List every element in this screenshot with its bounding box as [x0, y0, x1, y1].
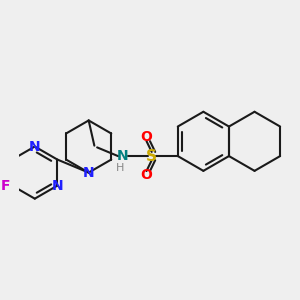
Text: O: O [141, 168, 152, 182]
Text: N: N [83, 166, 94, 180]
Text: N: N [29, 140, 40, 154]
Text: S: S [146, 148, 157, 164]
Text: H: H [116, 163, 124, 173]
Text: O: O [141, 130, 152, 144]
Text: F: F [1, 178, 10, 193]
Text: N: N [116, 149, 128, 163]
Text: N: N [52, 178, 63, 193]
